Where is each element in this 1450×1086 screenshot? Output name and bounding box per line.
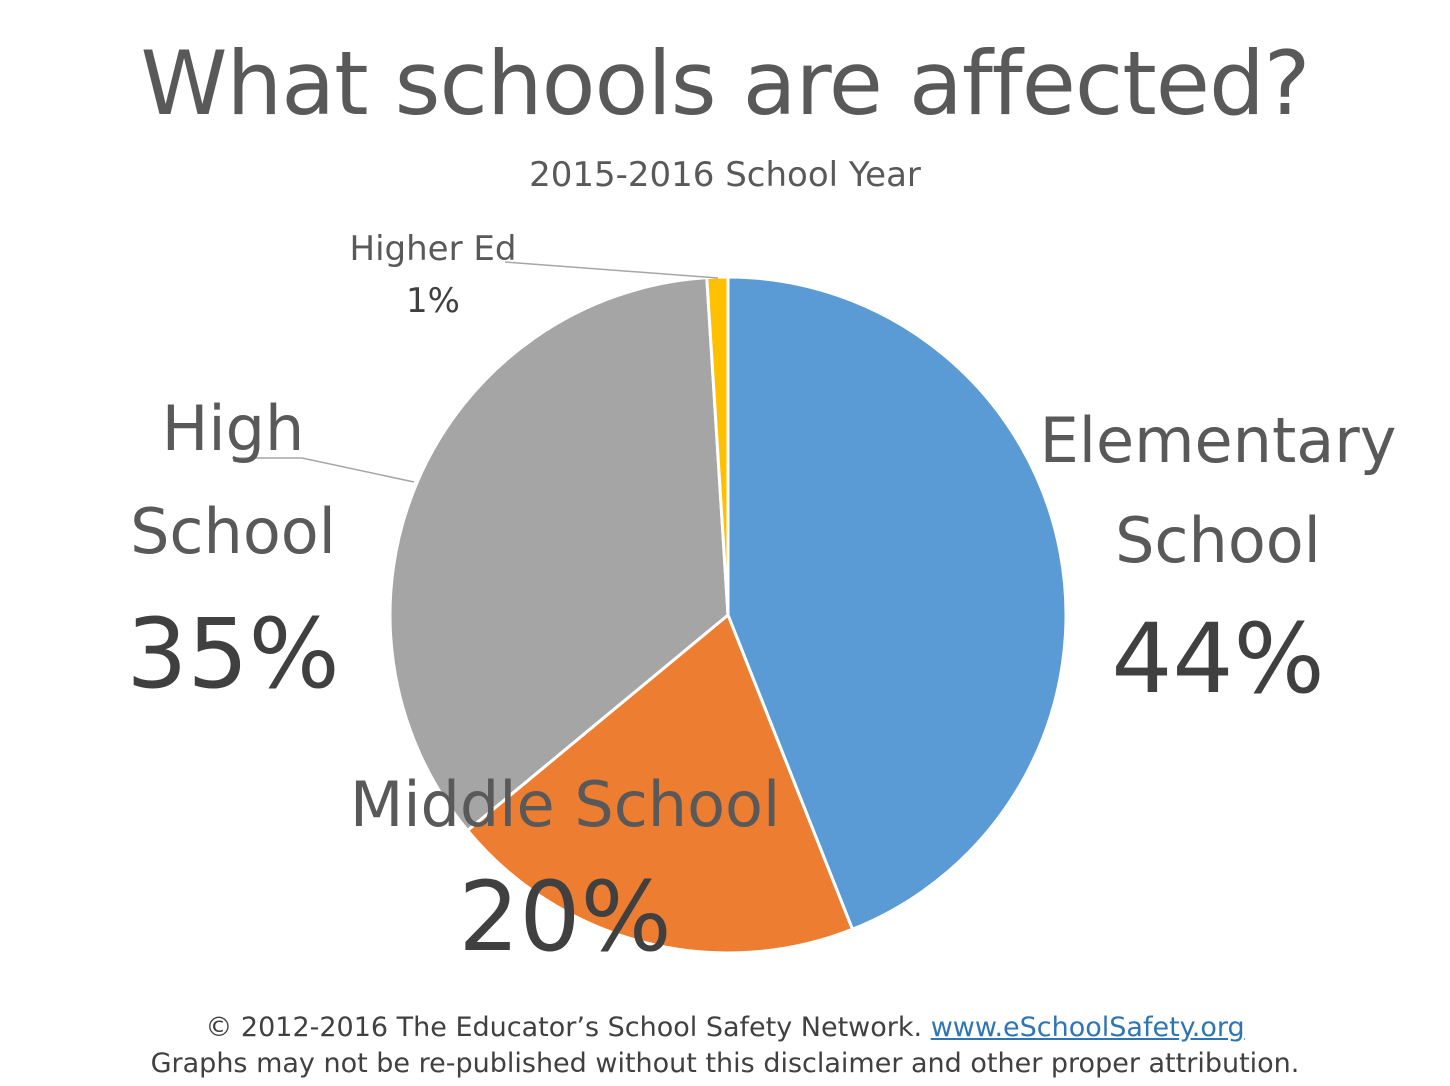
slice-label-higher-ed-line-1: Higher Ed: [350, 229, 517, 269]
chart-title: What schools are affected?: [140, 32, 1310, 135]
pie-slice-elementary-school: [726, 275, 1068, 932]
footer-copyright-line: © 2012-2016 The Educator’s School Safety…: [0, 1014, 1450, 1041]
slice-label-middle-school-line-1: Middle School: [350, 768, 780, 841]
slice-label-elementary-school-line-2: School: [1115, 504, 1321, 577]
leader-line-high-school: [232, 457, 415, 483]
slice-label-elementary-school-line-1: Elementary: [1040, 404, 1397, 477]
slice-value-middle-school: 20%: [458, 861, 671, 973]
leader-line-higher-ed: [504, 261, 719, 279]
pie-slice-high-school: [388, 276, 730, 833]
website-link[interactable]: www.eSchoolSafety.org: [930, 1012, 1245, 1043]
chart-subtitle: 2015-2016 School Year: [529, 155, 921, 195]
slice-value-high-school: 35%: [126, 598, 339, 710]
pie-chart: Elementary School 44% Middle School 20% High S…: [126, 229, 1397, 973]
slice-value-elementary-school: 44%: [1111, 603, 1324, 715]
copyright-text: © 2012-2016 The Educator’s School Safety…: [205, 1012, 923, 1043]
slice-label-high-school-line-2: School: [130, 495, 336, 568]
pie-slice-middle-school: [465, 612, 855, 955]
slice-label-high-school-line-1: High: [162, 392, 305, 465]
slice-value-higher-ed: 1%: [406, 281, 460, 321]
footer-disclaimer: Graphs may not be re-published without t…: [150, 1048, 1300, 1079]
